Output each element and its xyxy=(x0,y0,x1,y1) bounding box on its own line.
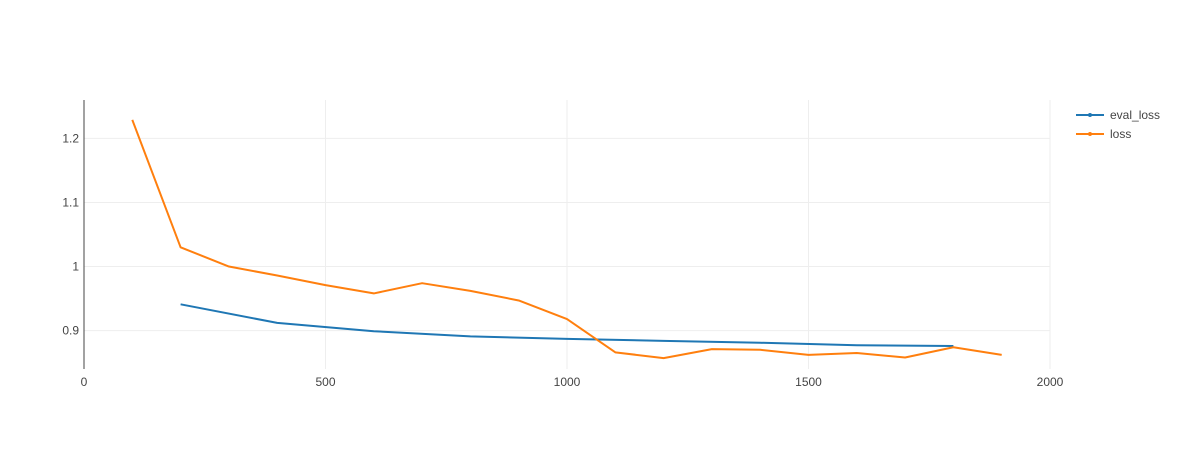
series-layer xyxy=(131,119,1002,360)
series-line-loss[interactable] xyxy=(131,119,1002,360)
y-tick-label: 1 xyxy=(72,260,79,274)
x-tick-label: 1500 xyxy=(795,375,822,389)
x-tick-label: 1000 xyxy=(554,375,581,389)
tick-labels: 0 500 1000 1500 2000 0.9 1 1.1 1.2 xyxy=(62,131,1063,389)
x-tick-label: 500 xyxy=(315,375,335,389)
legend-marker xyxy=(1088,132,1092,136)
legend-item-loss[interactable]: loss xyxy=(1076,127,1131,141)
x-tick-label: 0 xyxy=(81,375,88,389)
legend-label: loss xyxy=(1110,127,1131,141)
legend-label: eval_loss xyxy=(1110,108,1160,122)
y-tick-label: 1.2 xyxy=(62,131,79,145)
legend-item-eval-loss[interactable]: eval_loss xyxy=(1076,108,1160,122)
series-line-eval-loss[interactable] xyxy=(180,303,954,347)
grid xyxy=(84,100,1051,369)
y-tick-label: 1.1 xyxy=(62,195,79,209)
x-tick-label: 2000 xyxy=(1037,375,1064,389)
legend-marker xyxy=(1088,113,1092,117)
y-tick-label: 0.9 xyxy=(62,324,79,338)
